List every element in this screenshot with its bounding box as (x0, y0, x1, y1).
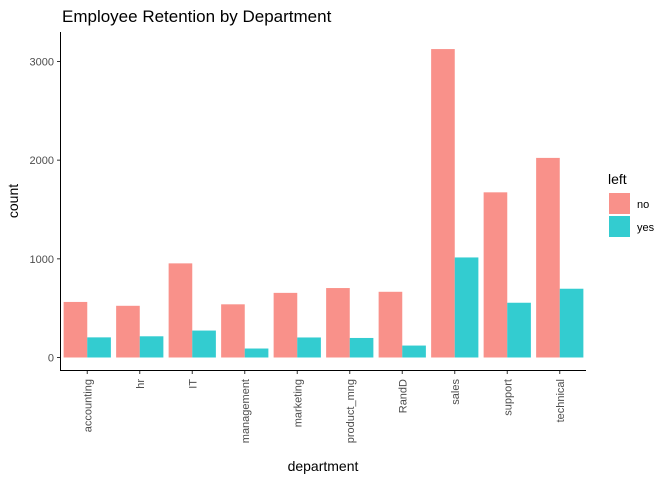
legend-key-yes (609, 216, 630, 237)
bar-no-IT (168, 263, 193, 358)
bar-no-RandD (378, 291, 403, 358)
x-tick-label-technical: technical (555, 379, 567, 422)
plot-area: 0 1000 2000 3000 accounting hr IT management ma… (30, 32, 586, 443)
x-ticks: accounting hr IT management marketing product… (82, 371, 567, 443)
bar-yes-product_mng (349, 337, 374, 358)
bar-yes-sales (454, 257, 479, 358)
y-tick-label: 0 (48, 353, 54, 365)
bar-no-product_mng (326, 288, 350, 358)
bar-no-hr (116, 305, 140, 358)
bar-yes-support (507, 302, 531, 358)
bars-layer (63, 49, 584, 358)
bar-yes-accounting (87, 337, 111, 358)
legend-label-no: no (637, 199, 649, 211)
bar-no-technical (536, 157, 560, 358)
bar-yes-management (244, 348, 269, 358)
y-tick-label: 3000 (30, 57, 54, 69)
y-ticks: 0 1000 2000 3000 (30, 57, 60, 365)
x-tick-label-RandD: RandD (397, 379, 409, 413)
bar-no-management (221, 304, 245, 358)
x-tick-label-IT: IT (187, 379, 199, 389)
bar-yes-IT (192, 330, 216, 358)
legend-label-yes: yes (637, 222, 655, 234)
bar-yes-marketing (297, 337, 321, 358)
x-axis-label: department (288, 458, 359, 474)
x-tick-label-accounting: accounting (82, 379, 94, 432)
y-tick-label: 1000 (30, 254, 54, 266)
legend-title: left (608, 171, 627, 187)
legend: left no yes (608, 171, 655, 237)
legend-key-no (609, 193, 630, 214)
y-tick-label: 2000 (30, 155, 54, 167)
x-tick-label-sales: sales (450, 379, 462, 405)
x-tick-label-hr: hr (135, 379, 147, 389)
bar-no-sales (431, 49, 455, 358)
chart-title: Employee Retention by Department (62, 7, 332, 26)
bar-no-marketing (273, 292, 298, 358)
x-tick-label-support: support (502, 379, 514, 416)
bar-yes-RandD (402, 345, 426, 358)
x-tick-label-product_mng: product_mng (345, 379, 357, 443)
legend-items: no yes (609, 193, 655, 237)
bar-no-accounting (63, 301, 88, 358)
bar-no-support (483, 192, 508, 358)
x-tick-label-marketing: marketing (292, 379, 304, 427)
bar-yes-technical (559, 288, 584, 358)
bar-yes-hr (139, 336, 164, 358)
y-axis-label: count (5, 184, 21, 218)
x-tick-label-management: management (240, 379, 252, 443)
